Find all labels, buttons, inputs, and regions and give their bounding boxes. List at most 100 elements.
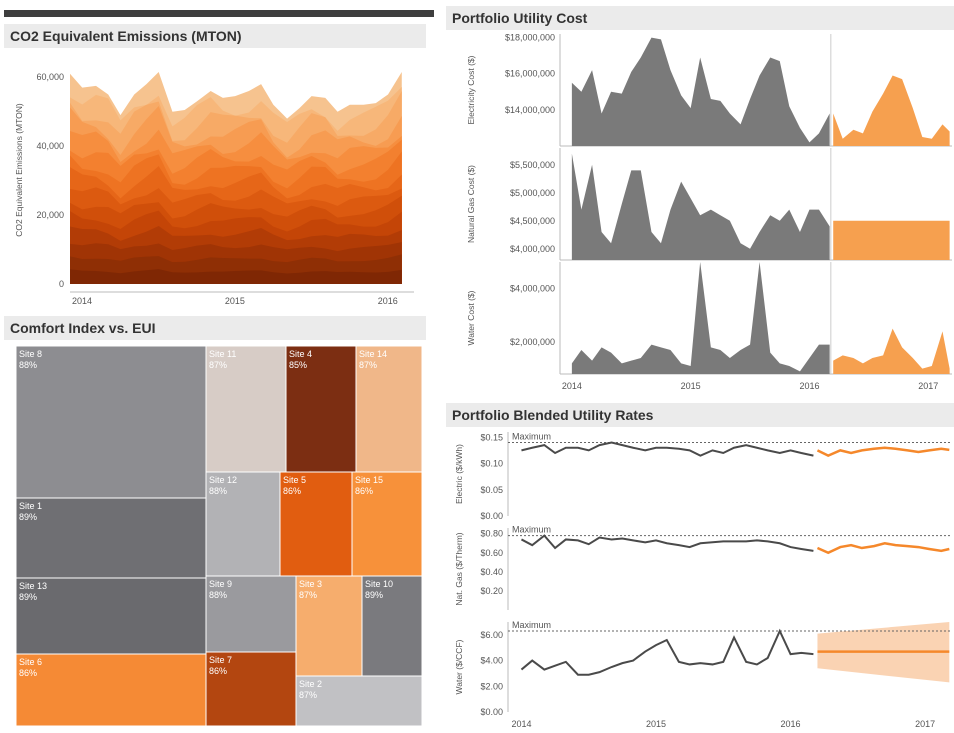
treemap-site-label: Site 14 bbox=[359, 349, 387, 359]
treemap-site-label: Site 9 bbox=[209, 579, 232, 589]
treemap-value-label: 85% bbox=[289, 360, 307, 370]
treemap-value-label: 86% bbox=[355, 486, 373, 496]
treemap-cell bbox=[295, 575, 363, 677]
rates-x-tick: 2017 bbox=[915, 719, 935, 729]
treemap-value-label: 86% bbox=[209, 666, 227, 676]
rates-y-tick: $0.10 bbox=[480, 459, 503, 469]
rates-y-tick: $0.15 bbox=[480, 432, 503, 442]
cost-actual-area bbox=[571, 153, 830, 260]
treemap-cell bbox=[295, 675, 423, 727]
treemap-site-label: Site 7 bbox=[209, 655, 232, 665]
treemap-site-label: Site 4 bbox=[289, 349, 312, 359]
treemap-site-label: Site 2 bbox=[299, 679, 322, 689]
treemap-site-label: Site 11 bbox=[209, 349, 236, 359]
rates-x-tick: 2016 bbox=[781, 719, 801, 729]
treemap-value-label: 86% bbox=[19, 668, 37, 678]
treemap-value-label: 89% bbox=[19, 592, 37, 602]
cost-panel-y-tick: $2,000,000 bbox=[510, 337, 555, 347]
rates-forecast-line bbox=[816, 446, 950, 458]
treemap-cell bbox=[285, 345, 357, 473]
treemap-cell bbox=[15, 345, 207, 499]
rates-maximum-label: Maximum bbox=[512, 432, 551, 442]
cost-panel-y-tick: $4,000,000 bbox=[510, 284, 555, 294]
co2-x-tick: 2014 bbox=[72, 296, 92, 306]
treemap-cell bbox=[355, 345, 423, 473]
treemap-cell bbox=[279, 471, 353, 577]
treemap-site-label: Site 10 bbox=[365, 579, 393, 589]
cost-panel-y-tick: $4,000,000 bbox=[510, 244, 555, 254]
rates-forecast-line bbox=[816, 541, 950, 555]
treemap-site-label: Site 1 bbox=[19, 501, 42, 511]
cost-x-tick: 2014 bbox=[562, 381, 582, 391]
treemap-cell bbox=[205, 575, 297, 653]
treemap-value-label: 86% bbox=[283, 486, 301, 496]
cost-actual-area bbox=[571, 262, 830, 374]
treemap-value-label: 89% bbox=[19, 512, 37, 522]
rates-y-tick: $0.05 bbox=[480, 485, 503, 495]
rates-maximum-label: Maximum bbox=[512, 620, 551, 630]
cost-forecast-area bbox=[833, 75, 950, 146]
rates-y-tick: $0.40 bbox=[480, 567, 503, 577]
rates-actual-line bbox=[520, 628, 814, 676]
treemap-value-label: 87% bbox=[299, 590, 317, 600]
rates-y-tick: $0.00 bbox=[480, 707, 503, 717]
rates-y-tick: $0.80 bbox=[480, 529, 503, 539]
co2-x-tick: 2016 bbox=[378, 296, 398, 306]
rates-y-label: Electric ($/kWh) bbox=[454, 444, 464, 504]
rates-y-tick: $2.00 bbox=[480, 681, 503, 691]
rates-maximum-label: Maximum bbox=[512, 525, 551, 535]
treemap-value-label: 88% bbox=[19, 360, 37, 370]
rates-y-tick: $0.20 bbox=[480, 586, 503, 596]
rates-actual-line bbox=[521, 441, 814, 457]
rates-y-tick: $4.00 bbox=[480, 656, 503, 666]
treemap-site-label: Site 13 bbox=[19, 581, 47, 591]
cost-panel-y-tick: $5,500,000 bbox=[510, 160, 555, 170]
cost-panel-y-tick: $18,000,000 bbox=[505, 33, 555, 43]
treemap-site-label: Site 3 bbox=[299, 579, 322, 589]
rates-y-tick: $0.60 bbox=[480, 548, 503, 558]
cost-forecast-area bbox=[833, 220, 950, 260]
co2-y-tick: 20,000 bbox=[36, 210, 64, 220]
cost-panel-y-tick: $5,000,000 bbox=[510, 188, 555, 198]
co2-y-tick: 40,000 bbox=[36, 141, 64, 151]
treemap-cell bbox=[205, 345, 287, 473]
rates-y-tick: $6.00 bbox=[480, 630, 503, 640]
treemap-value-label: 88% bbox=[209, 590, 227, 600]
co2-chart-title: CO2 Equivalent Emissions (MTON) bbox=[4, 24, 426, 48]
rates-x-tick: 2014 bbox=[511, 719, 531, 729]
treemap-value-label: 89% bbox=[365, 590, 383, 600]
treemap-cell bbox=[351, 471, 423, 577]
cost-chart-title: Portfolio Utility Cost bbox=[446, 6, 954, 30]
rates-y-label: Nat. Gas ($/Therm) bbox=[454, 532, 464, 605]
cost-x-tick: 2016 bbox=[799, 381, 819, 391]
treemap-cell bbox=[15, 653, 207, 727]
cost-forecast-area bbox=[833, 328, 950, 374]
treemap-site-label: Site 5 bbox=[283, 475, 306, 485]
treemap-value-label: 87% bbox=[359, 360, 377, 370]
treemap-value-label: 87% bbox=[209, 360, 227, 370]
comfort-chart-title: Comfort Index vs. EUI bbox=[4, 316, 426, 340]
co2-y-label: CO2 Equivalent Emissions (MTON) bbox=[14, 103, 24, 237]
rates-actual-line bbox=[520, 534, 814, 552]
cost-actual-area bbox=[571, 37, 830, 147]
co2-layer-area bbox=[70, 269, 402, 284]
cost-x-tick: 2015 bbox=[681, 381, 701, 391]
treemap-site-label: Site 8 bbox=[19, 349, 42, 359]
treemap-cell bbox=[15, 497, 207, 579]
treemap-cell bbox=[361, 575, 423, 677]
rates-y-tick: $0.00 bbox=[480, 511, 503, 521]
cost-panel-y-label: Electricity Cost ($) bbox=[466, 55, 476, 124]
dashboard-top-bar bbox=[4, 10, 434, 17]
cost-panel-y-label: Natural Gas Cost ($) bbox=[466, 165, 476, 243]
cost-panel-y-tick: $16,000,000 bbox=[505, 69, 555, 79]
treemap-site-label: Site 12 bbox=[209, 475, 237, 485]
cost-panel-y-tick: $4,500,000 bbox=[510, 216, 555, 226]
co2-y-tick: 60,000 bbox=[36, 72, 64, 82]
co2-y-tick: 0 bbox=[59, 279, 64, 289]
co2-x-tick: 2015 bbox=[225, 296, 245, 306]
rates-chart-title: Portfolio Blended Utility Rates bbox=[446, 403, 954, 427]
rates-y-label: Water ($/CCF) bbox=[454, 639, 464, 694]
cost-panel-y-label: Water Cost ($) bbox=[466, 290, 476, 345]
treemap-value-label: 88% bbox=[209, 486, 227, 496]
